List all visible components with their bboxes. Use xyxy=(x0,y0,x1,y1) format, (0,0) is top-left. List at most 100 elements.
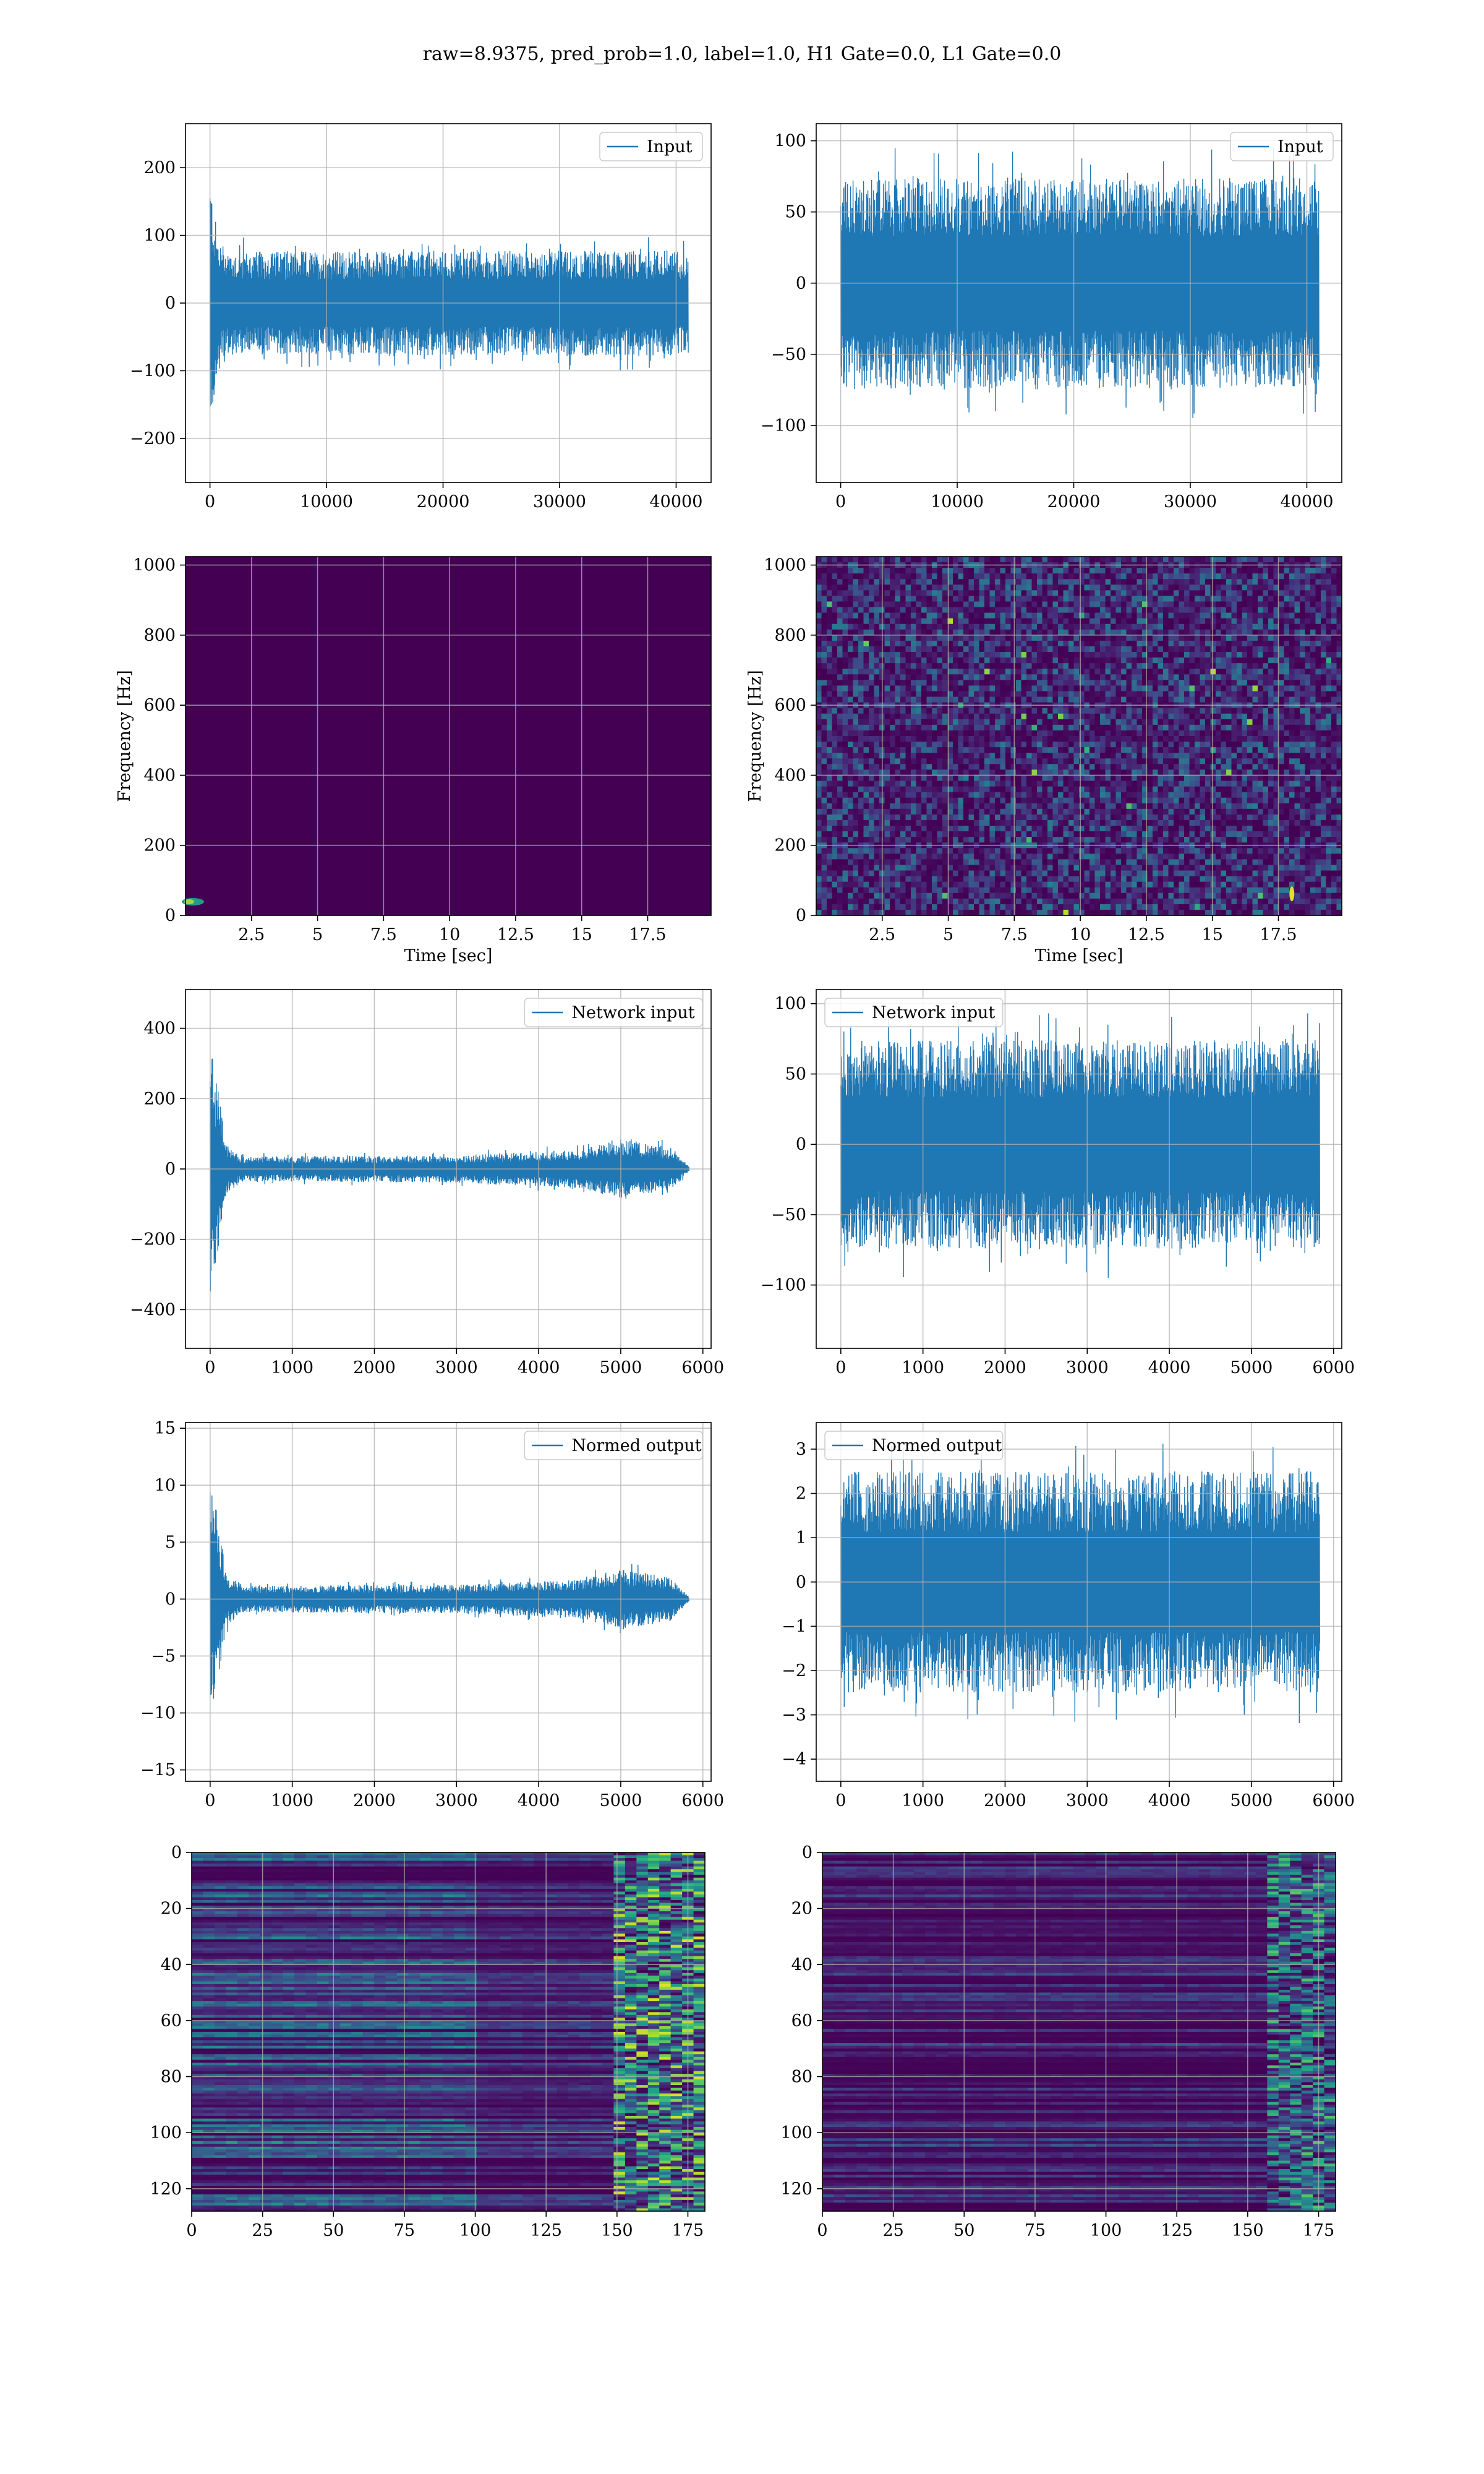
heatmap-cell xyxy=(1310,736,1316,742)
heatmap-cell xyxy=(1168,607,1174,614)
heatmap-cell xyxy=(1242,769,1248,776)
heatmap-cell xyxy=(984,596,991,602)
heatmap-cell xyxy=(890,730,896,737)
heatmap-cell xyxy=(984,764,991,770)
heatmap-cell xyxy=(821,584,827,591)
heatmap-cell xyxy=(816,557,822,563)
heatmap-cell xyxy=(1000,797,1006,804)
heatmap-cell xyxy=(1189,579,1195,585)
heatmap-cell xyxy=(1284,742,1290,748)
heatmap-cell xyxy=(1153,786,1159,793)
heatmap-cell xyxy=(1184,753,1190,759)
heatmap-cell xyxy=(1142,713,1148,720)
heatmap-cell xyxy=(1258,708,1264,714)
heatmap-cell xyxy=(842,590,848,597)
heatmap-cell xyxy=(1094,736,1101,742)
heatmap-cell xyxy=(853,657,859,664)
heatmap-cell xyxy=(1058,792,1064,798)
heatmap-cell xyxy=(1063,719,1069,726)
heatmap-cell xyxy=(1126,808,1132,815)
heatmap-cell xyxy=(1284,803,1290,810)
heatmap-cell xyxy=(1284,724,1290,731)
heatmap-cell xyxy=(916,607,922,614)
heatmap-cell xyxy=(1042,646,1048,653)
heatmap-cell xyxy=(1084,674,1090,680)
heatmap-cell xyxy=(832,696,838,703)
heatmap-cell xyxy=(890,635,896,641)
heatmap-cell xyxy=(989,607,996,614)
x-tick-label: 12.5 xyxy=(497,925,534,944)
heatmap-cell xyxy=(1200,691,1206,698)
heatmap-cell xyxy=(1163,724,1169,731)
heatmap-cell xyxy=(911,753,917,759)
heatmap-cell xyxy=(1052,573,1059,580)
heatmap-cell xyxy=(1153,769,1159,776)
heatmap-cell xyxy=(1310,719,1316,726)
heatmap-cell xyxy=(1026,781,1033,787)
heatmap-cell xyxy=(937,579,943,585)
heatmap-cell xyxy=(989,657,996,664)
heatmap-cell xyxy=(1336,629,1342,636)
heatmap-cell xyxy=(1073,557,1080,563)
heatmap-cell xyxy=(863,601,869,608)
heatmap-cell xyxy=(1189,607,1195,614)
heatmap-cell xyxy=(1037,781,1043,787)
heatmap-cell xyxy=(1010,724,1017,731)
heatmap-cell xyxy=(858,640,864,647)
heatmap-cell xyxy=(821,786,827,793)
heatmap-cell xyxy=(1063,724,1069,731)
heatmap-cell xyxy=(842,792,848,798)
heatmap-cell xyxy=(1005,573,1012,580)
heatmap-cell xyxy=(1315,747,1321,753)
heatmap-cell xyxy=(1284,596,1290,602)
heatmap-cell xyxy=(1158,758,1164,764)
heatmap-cell xyxy=(1284,623,1290,630)
heatmap-cell xyxy=(1026,814,1033,821)
heatmap-cell xyxy=(1121,596,1127,602)
heatmap-cell xyxy=(926,747,932,753)
heatmap-cell xyxy=(1021,724,1027,731)
heatmap-cell xyxy=(1153,764,1159,770)
heatmap-cell xyxy=(1258,640,1264,647)
heatmap-cell xyxy=(916,646,922,653)
heatmap-cell xyxy=(842,646,848,653)
heatmap-cell xyxy=(1121,680,1127,687)
heatmap-cell xyxy=(1121,781,1127,787)
heatmap-cell xyxy=(848,797,854,804)
heatmap-cell xyxy=(1331,691,1337,698)
heatmap-cell xyxy=(1294,769,1300,776)
heatmap-cell xyxy=(837,708,843,714)
heatmap-cell xyxy=(1326,708,1332,714)
heatmap-cell xyxy=(1237,640,1243,647)
heatmap-cell xyxy=(832,635,838,641)
heatmap-cell xyxy=(937,584,943,591)
heatmap-cell xyxy=(1258,781,1264,787)
heatmap-cell xyxy=(1231,808,1237,815)
heatmap-cell xyxy=(1021,652,1027,658)
heatmap-cell xyxy=(1247,652,1253,658)
heatmap-cell xyxy=(1247,730,1253,737)
heatmap-cell xyxy=(1205,747,1211,753)
heatmap-cell xyxy=(947,808,953,815)
heatmap-cell xyxy=(1147,742,1153,748)
heatmap-cell xyxy=(1289,736,1295,742)
heatmap-cell xyxy=(1042,742,1048,748)
heatmap-cell xyxy=(1179,775,1185,782)
heatmap-cell xyxy=(932,590,938,597)
heatmap-cell xyxy=(1068,826,1075,832)
heatmap-cell xyxy=(1321,742,1327,748)
heatmap-cell xyxy=(1047,786,1054,793)
heatmap-cell xyxy=(1126,803,1132,810)
heatmap-cell xyxy=(1047,724,1054,731)
heatmap-cell xyxy=(1126,640,1132,647)
heatmap-cell xyxy=(1168,674,1174,680)
heatmap-cell xyxy=(848,635,854,641)
heatmap-cell xyxy=(827,652,833,658)
heatmap-cell xyxy=(1326,596,1332,602)
heatmap-cell xyxy=(1068,557,1075,563)
heatmap-cell xyxy=(1058,629,1064,636)
heatmap-cell xyxy=(1184,568,1190,574)
heatmap-cell xyxy=(1205,736,1211,742)
heatmap-cell xyxy=(1147,769,1153,776)
heatmap-cell xyxy=(1005,803,1012,810)
